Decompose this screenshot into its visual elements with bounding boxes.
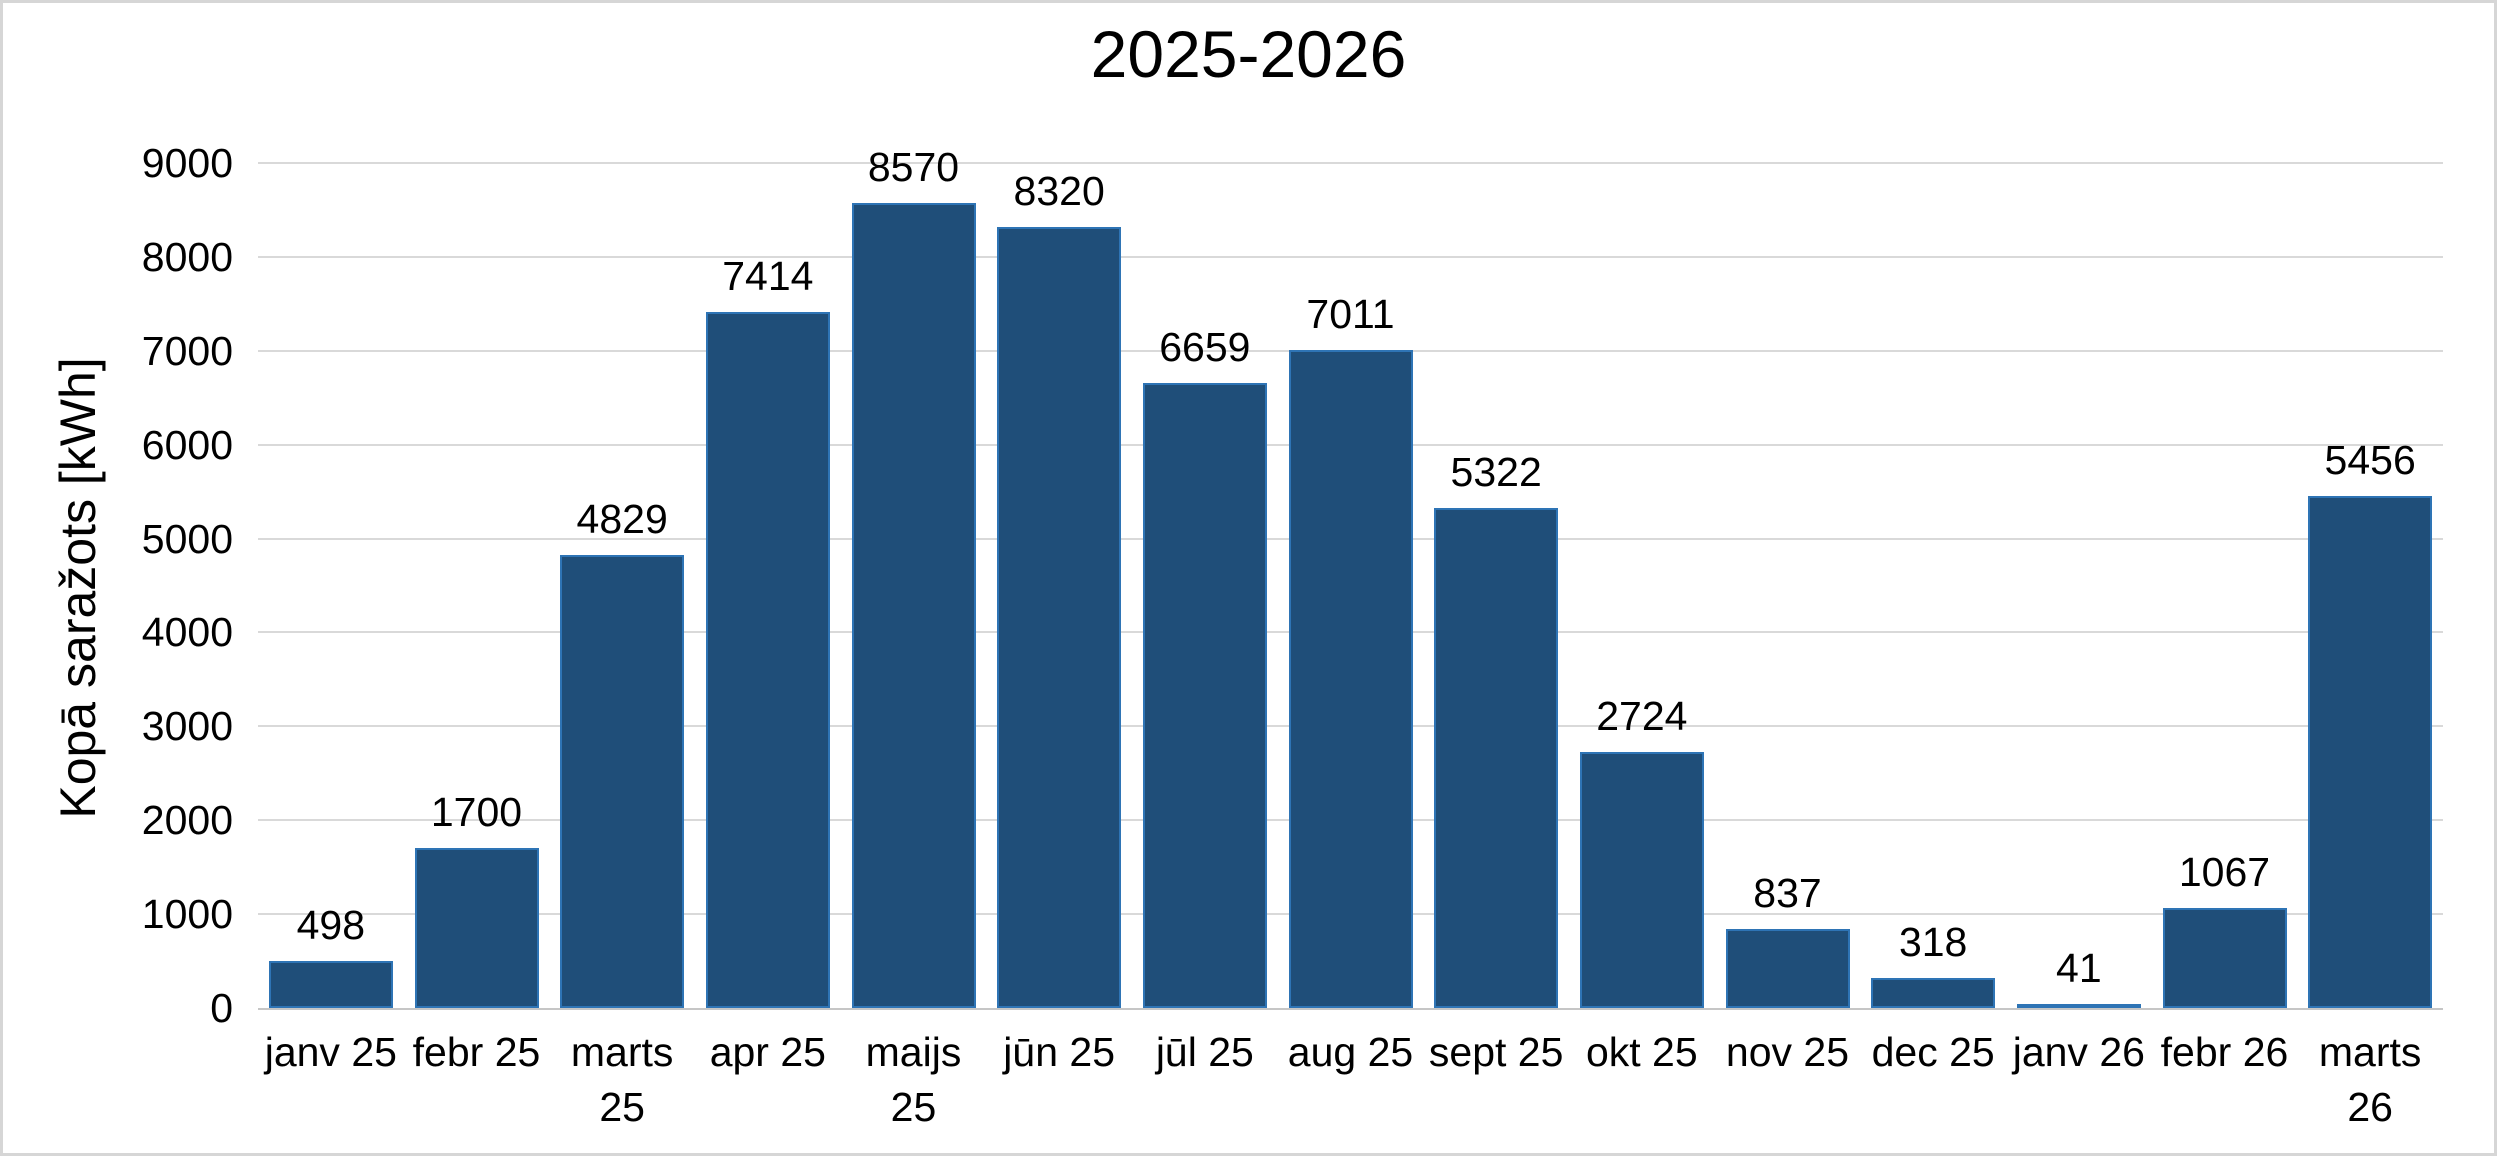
y-tick-label: 9000 — [141, 140, 233, 186]
bar — [268, 961, 393, 1008]
bar — [997, 226, 1122, 1008]
bar-value-label: 1700 — [430, 789, 523, 836]
bar — [1288, 349, 1413, 1008]
bar — [1725, 929, 1850, 1008]
bar-value-label: 498 — [296, 902, 366, 949]
bar-value-label: 4829 — [576, 495, 668, 542]
bar — [414, 848, 539, 1008]
chart-title: 2025-2026 — [1090, 17, 1407, 91]
y-tick-label: 4000 — [141, 609, 233, 656]
x-tick-label: janv 26 — [2012, 1029, 2145, 1075]
gridline — [258, 255, 2443, 258]
bar-value-label: 7011 — [1306, 290, 1395, 337]
bar — [705, 311, 830, 1008]
x-tick-label: okt 25 — [1585, 1029, 1698, 1075]
x-tick-label: sept 25 — [1428, 1029, 1564, 1075]
y-tick-label: 0 — [210, 985, 233, 1031]
x-tick-label: maijs 25 — [865, 1029, 962, 1130]
bar — [1579, 752, 1704, 1008]
y-tick-label: 5000 — [141, 515, 233, 562]
bar-value-label: 837 — [1753, 870, 1822, 917]
bar-value-label: 318 — [1898, 919, 1968, 966]
plot-area — [258, 162, 2443, 1010]
bar-value-label: 1067 — [2178, 848, 2271, 895]
x-tick-label: marts 25 — [570, 1029, 674, 1130]
x-tick-label: janv 25 — [264, 1029, 397, 1075]
bar-value-label: 5322 — [1450, 449, 1542, 496]
bar — [1142, 382, 1267, 1008]
y-tick-label: 2000 — [141, 797, 233, 844]
y-tick-label: 6000 — [141, 421, 233, 468]
x-tick-label: dec 25 — [1871, 1029, 1995, 1075]
bar — [560, 554, 685, 1008]
x-tick-label: apr 25 — [709, 1029, 826, 1075]
gridline — [258, 162, 2443, 164]
x-tick-label: jūn 25 — [1003, 1029, 1116, 1075]
bar-value-label: 6659 — [1159, 323, 1251, 370]
bar — [2162, 907, 2287, 1008]
bar-value-label: 8570 — [867, 144, 960, 191]
bar — [2308, 495, 2433, 1008]
bar-value-label: 8320 — [1013, 167, 1105, 214]
bar — [851, 203, 976, 1008]
y-axis-title: Kopā saražots [kWh] — [50, 357, 106, 819]
y-tick-label: 1000 — [141, 891, 233, 938]
bar-value-label: 5456 — [2324, 436, 2416, 483]
bar — [2016, 1004, 2141, 1008]
x-tick-label: febr 26 — [2160, 1029, 2289, 1075]
y-tick-label: 7000 — [141, 327, 233, 374]
bar — [1871, 978, 1996, 1008]
y-tick-label: 3000 — [141, 703, 233, 750]
x-tick-label: febr 25 — [412, 1029, 541, 1075]
bar — [1434, 508, 1559, 1008]
bar-value-label: 41 — [2056, 945, 2102, 992]
x-tick-label: nov 25 — [1725, 1029, 1850, 1075]
x-tick-label: aug 25 — [1287, 1029, 1414, 1075]
x-tick-label: marts 26 — [2318, 1029, 2422, 1130]
x-tick-label: jūl 25 — [1155, 1029, 1254, 1075]
bar-value-label: 2724 — [1596, 693, 1688, 740]
y-tick-label: 8000 — [141, 233, 233, 280]
bar-value-label: 7414 — [722, 252, 814, 299]
